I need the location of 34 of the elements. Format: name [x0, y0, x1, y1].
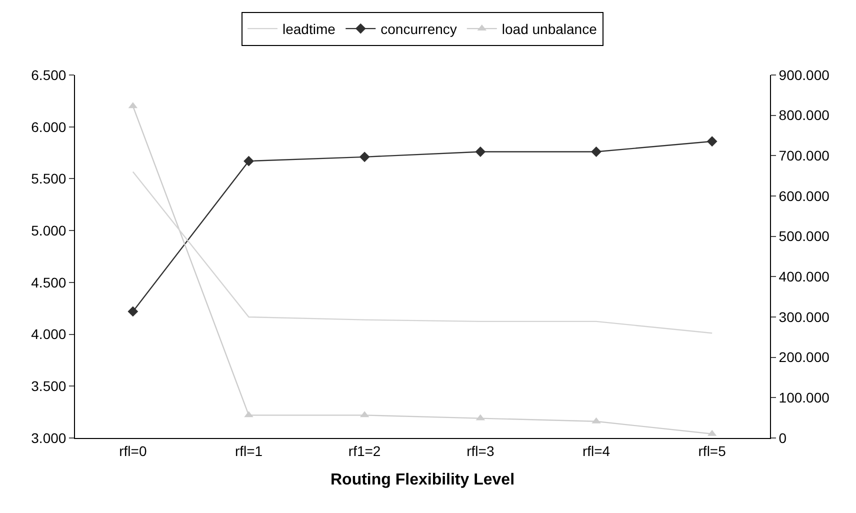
- x-axis-title: Routing Flexibility Level: [330, 472, 515, 488]
- x-tick-label: rfl=5: [698, 442, 726, 459]
- y-tick-label: 5.000: [31, 222, 66, 238]
- y-tick-label: 6.000: [31, 118, 66, 135]
- y2-tick-label: 0: [778, 430, 787, 446]
- y2-tick-label: 300.000: [778, 308, 830, 325]
- y2-tick-label: 400.000: [778, 268, 830, 285]
- y2-tick-label: 600.000: [778, 188, 830, 204]
- x-tick-label: rf1=2: [348, 442, 381, 459]
- legend-label: load unbalance: [502, 21, 598, 38]
- y2-tick-label: 500.000: [778, 228, 830, 244]
- y-tick-label: 4.500: [31, 274, 66, 290]
- y2-tick-label: 200.000: [778, 349, 830, 366]
- y2-tick-label: 100.000: [778, 390, 830, 406]
- x-tick-label: rfl=4: [582, 442, 610, 459]
- y2-tick-label: 900.000: [778, 66, 830, 83]
- y2-tick-label: 700.000: [778, 148, 830, 164]
- legend-label: leadtime: [282, 21, 336, 38]
- point: [128, 306, 138, 317]
- legend-label: concurrency: [380, 21, 457, 38]
- y-tick-label: 3.500: [31, 378, 66, 394]
- y-tick-label: 6.500: [31, 66, 66, 83]
- y-tick-label: 5.500: [31, 170, 66, 187]
- y-tick-label: 3.000: [31, 430, 66, 446]
- point: [359, 152, 370, 162]
- point: [706, 136, 718, 147]
- y-tick-label: 4.000: [31, 326, 66, 342]
- x-tick-label: rfl=1: [234, 442, 263, 459]
- y2-tick-label: 800.000: [778, 107, 830, 124]
- point: [591, 146, 602, 157]
- x-tick-label: rfl=3: [466, 442, 494, 459]
- x-tick-label: rfl=0: [119, 442, 147, 459]
- point: [244, 156, 254, 166]
- point: [475, 146, 486, 157]
